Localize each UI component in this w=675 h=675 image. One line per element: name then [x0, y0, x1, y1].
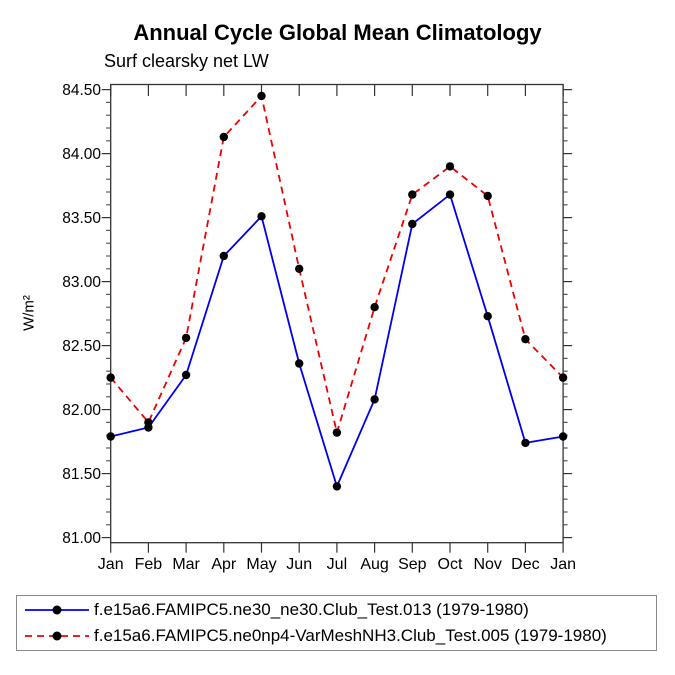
data-point-series-1: [219, 132, 228, 142]
y-axis-tick-label: 84.00: [62, 146, 101, 163]
data-point-series-1: [483, 191, 492, 201]
y-axis-tick-label: 83.00: [62, 274, 101, 291]
data-point-series-0: [219, 251, 228, 261]
data-point-series-1: [295, 264, 304, 273]
data-point-series-1: [257, 91, 266, 101]
legend-dot-0: [52, 605, 62, 615]
x-axis-tick-label: Jan: [98, 556, 124, 573]
legend-label-series-1: f.e15a6.FAMIPC5.ne30_ne30.Club_Test.013 …: [94, 600, 529, 619]
x-axis-tick-label: Nov: [473, 556, 501, 573]
data-point-series-1: [144, 418, 153, 427]
y-axis-tick-label: 81.50: [62, 466, 101, 483]
series-line-1: [110, 94, 564, 437]
chart-title: Annual Cycle Global Mean Climatology: [133, 20, 542, 45]
x-axis-tick-label: Jul: [327, 556, 347, 573]
x-axis-tick-label: Oct: [438, 556, 463, 573]
x-axis-tick-label: Aug: [360, 556, 388, 573]
x-axis-tick-label: Sep: [398, 556, 427, 573]
legend-entry-series-2: f.e15a6.FAMIPC5.ne0np4-VarMeshNH3.Club_T…: [22, 623, 656, 649]
legend-box: f.e15a6.FAMIPC5.ne30_ne30.Club_Test.013 …: [16, 595, 657, 651]
data-point-series-0: [181, 370, 191, 380]
y-axis-tick-label: 83.50: [62, 210, 101, 227]
x-axis-tick-label: May: [246, 556, 276, 573]
data-point-series-0: [332, 482, 342, 491]
legend-dot-1: [52, 631, 62, 641]
legend-marker-blue-line-icon: [25, 605, 89, 615]
plot-frame: [110, 83, 564, 544]
y-axis-tick-label: 84.50: [62, 82, 101, 99]
x-axis-tick-label: Feb: [135, 556, 163, 573]
data-point-series-1: [106, 373, 115, 382]
data-point-series-0: [445, 190, 455, 199]
series-line-0: [110, 193, 564, 489]
data-point-series-1: [332, 428, 342, 437]
data-point-series-0: [295, 359, 304, 368]
x-axis-tick-label: Apr: [211, 556, 237, 573]
data-point-series-1: [558, 373, 568, 382]
data-point-series-0: [408, 219, 417, 229]
data-point-series-0: [521, 438, 530, 448]
data-point-series-1: [408, 190, 417, 199]
x-axis-tick-label: Mar: [172, 556, 200, 573]
data-point-series-1: [445, 162, 455, 171]
data-point-series-0: [257, 212, 266, 221]
y-axis-tick-label: 81.00: [62, 530, 101, 547]
data-point-series-1: [370, 303, 379, 312]
data-point-series-0: [558, 432, 568, 441]
legend-label-series-2: f.e15a6.FAMIPC5.ne0np4-VarMeshNH3.Club_T…: [94, 626, 607, 645]
legend-marker-red-dashed-line-icon: [25, 631, 89, 641]
chart-subtitle: Surf clearsky net LW: [104, 51, 269, 71]
y-axis-tick-label: 82.00: [62, 402, 101, 419]
y-axis-tick-label: 82.50: [62, 338, 101, 355]
data-point-series-1: [181, 333, 191, 343]
data-point-series-0: [483, 312, 492, 321]
data-point-series-1: [521, 335, 530, 344]
data-point-series-0: [370, 395, 379, 404]
legend-entry-series-1: f.e15a6.FAMIPC5.ne30_ne30.Club_Test.013 …: [22, 597, 656, 623]
x-axis-tick-label: Jan: [550, 556, 576, 573]
x-axis-tick-label: Dec: [511, 556, 539, 573]
x-axis-tick-label: Jun: [286, 556, 312, 573]
data-point-series-0: [106, 432, 115, 441]
